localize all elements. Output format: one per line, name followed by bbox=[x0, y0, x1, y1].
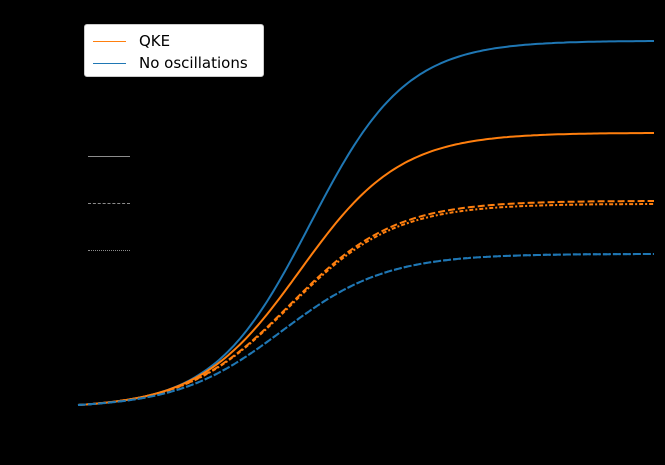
curve-1 bbox=[77, 132, 654, 406]
curve-4 bbox=[77, 253, 654, 406]
color-legend: QKE No oscillations bbox=[84, 24, 264, 77]
legend-label-qke: QKE bbox=[139, 32, 171, 50]
orange-line-swatch bbox=[93, 40, 126, 42]
blue-line-swatch bbox=[93, 62, 126, 64]
curve-5 bbox=[77, 253, 654, 406]
curve-2 bbox=[77, 200, 654, 406]
solid-line-swatch bbox=[88, 156, 130, 157]
legend-item-no-oscillations: No oscillations bbox=[93, 53, 248, 73]
dashed-line-swatch bbox=[88, 203, 130, 204]
legend-item-qke: QKE bbox=[93, 31, 170, 51]
linestyle-legend bbox=[86, 140, 146, 265]
legend-label-no-oscillations: No oscillations bbox=[139, 54, 248, 72]
dotted-line-swatch bbox=[88, 250, 130, 251]
curve-3 bbox=[77, 203, 654, 406]
curve-0 bbox=[77, 40, 654, 406]
